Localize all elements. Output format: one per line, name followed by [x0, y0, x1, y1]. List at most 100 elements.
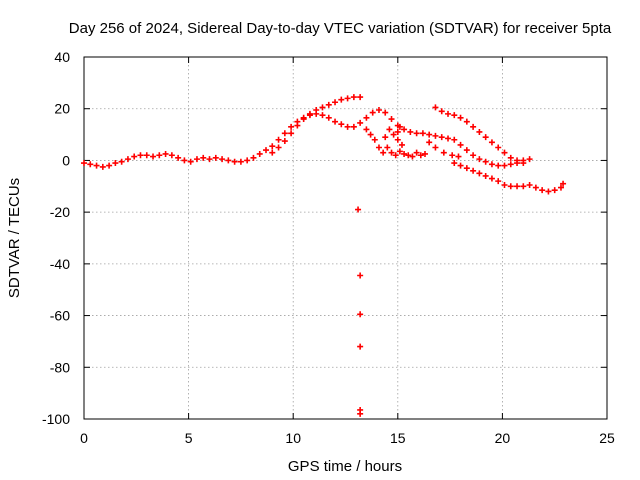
- data-point: [332, 118, 339, 125]
- data-point: [463, 147, 470, 154]
- data-point: [476, 156, 483, 163]
- data-point: [421, 150, 428, 157]
- data-point: [357, 119, 364, 126]
- data-point: [375, 144, 382, 151]
- data-point: [401, 126, 408, 133]
- data-point: [388, 116, 395, 123]
- data-point: [445, 110, 452, 117]
- data-point: [514, 157, 521, 164]
- data-point: [551, 187, 558, 194]
- data-point: [501, 181, 508, 188]
- y-tick-label: 40: [54, 49, 70, 65]
- data-point: [281, 130, 288, 137]
- data-point: [476, 128, 483, 135]
- series-5: [355, 206, 364, 417]
- data-point: [526, 181, 533, 188]
- data-point: [426, 139, 433, 146]
- data-point: [363, 114, 370, 121]
- data-point: [371, 136, 378, 143]
- series-3: [451, 160, 567, 195]
- data-point: [405, 152, 412, 159]
- axis-ticks: 0 5 10 15 20 25 -100 -80 -60 -40 -20 0 20 40: [42, 49, 615, 446]
- data-point: [560, 180, 567, 187]
- y-tick-label: -100: [42, 411, 70, 427]
- data-point: [131, 153, 138, 160]
- data-point: [384, 144, 391, 151]
- data-point: [445, 135, 452, 142]
- data-point: [449, 152, 456, 159]
- data-point: [392, 152, 399, 159]
- data-point: [212, 154, 219, 161]
- data-point: [432, 144, 439, 151]
- data-point: [539, 187, 546, 194]
- data-point: [369, 109, 376, 116]
- data-point: [300, 116, 307, 123]
- data-point: [275, 144, 282, 151]
- data-point: [426, 131, 433, 138]
- data-point: [388, 149, 395, 156]
- y-tick-label: -40: [50, 256, 70, 272]
- data-point: [396, 148, 403, 155]
- data-point: [488, 175, 495, 182]
- data-point: [488, 161, 495, 168]
- data-point: [219, 156, 226, 163]
- data-point: [288, 123, 295, 130]
- data-point: [344, 95, 351, 102]
- data-point: [200, 154, 207, 161]
- y-tick-label: 20: [54, 101, 70, 117]
- y-tick-label: -80: [50, 359, 70, 375]
- data-point: [401, 150, 408, 157]
- data-point: [306, 110, 313, 117]
- data-point: [325, 101, 332, 108]
- data-point: [495, 144, 502, 151]
- x-tick-label: 20: [495, 430, 511, 446]
- data-point: [482, 172, 489, 179]
- data-point: [507, 161, 514, 168]
- data-point: [256, 150, 263, 157]
- data-point: [187, 158, 194, 165]
- data-point: [495, 162, 502, 169]
- data-point: [457, 114, 464, 121]
- data-point: [375, 107, 382, 114]
- data-point: [325, 114, 332, 121]
- data-point: [355, 206, 362, 213]
- data-point: [143, 152, 150, 159]
- y-tick-label: 0: [62, 152, 70, 168]
- data-point: [269, 143, 276, 150]
- data-point: [432, 132, 439, 139]
- data-point: [237, 158, 244, 165]
- series-0: [81, 107, 527, 170]
- data-point: [156, 152, 163, 159]
- data-point: [281, 138, 288, 145]
- data-point: [250, 154, 257, 161]
- y-axis-label: SDTVAR / TECUs: [6, 178, 23, 298]
- data-point: [288, 130, 295, 137]
- data-point: [482, 158, 489, 165]
- data-point: [231, 158, 238, 165]
- data-point: [413, 130, 420, 137]
- data-points: [81, 94, 567, 417]
- series-2: [432, 104, 533, 164]
- data-point: [313, 107, 320, 114]
- data-point: [357, 94, 364, 101]
- data-point: [488, 139, 495, 146]
- data-point: [545, 188, 552, 195]
- x-tick-label: 10: [285, 430, 301, 446]
- series-4: [363, 123, 462, 160]
- data-point: [495, 178, 502, 185]
- data-point: [319, 112, 326, 119]
- data-point: [382, 109, 389, 116]
- data-point: [275, 136, 282, 143]
- data-point: [294, 122, 301, 129]
- data-point: [463, 165, 470, 172]
- data-point: [432, 104, 439, 111]
- data-point: [338, 96, 345, 103]
- data-point: [557, 184, 564, 191]
- x-tick-label: 5: [185, 430, 193, 446]
- data-point: [99, 163, 106, 170]
- data-point: [451, 112, 458, 119]
- data-point: [357, 343, 364, 350]
- data-point: [409, 153, 416, 160]
- data-point: [175, 154, 182, 161]
